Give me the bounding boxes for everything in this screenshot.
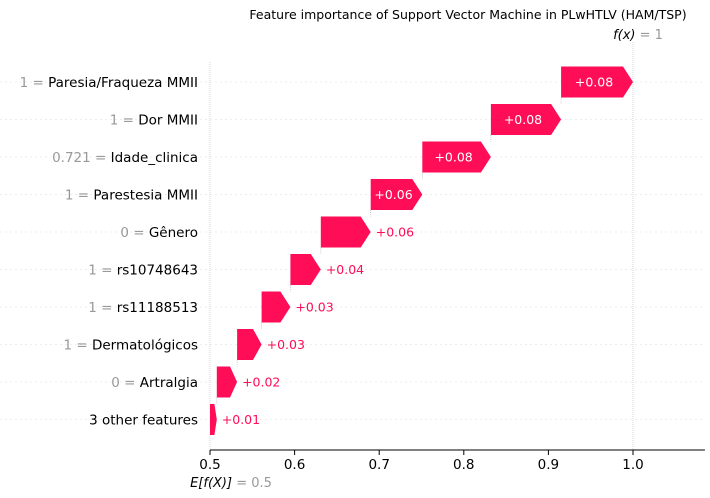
x-axis: 0.5 0.6 0.7 0.8 0.9 1.0 (199, 449, 705, 473)
bar-0 (561, 66, 633, 98)
bar-5 (290, 254, 321, 285)
output-label: f(x) (613, 28, 635, 43)
bar-value-label: +0.01 (222, 412, 260, 427)
bar-4 (320, 216, 371, 248)
feature-name: rs11188513 (117, 300, 198, 316)
x-tick-label: 0.6 (284, 457, 305, 473)
row-gridlines (0, 81, 705, 420)
x-tick-label: 0.5 (199, 457, 220, 473)
bar-8 (216, 366, 238, 398)
feature-label: 1 = rs11188513 (88, 300, 198, 316)
chart-title: Feature importance of Support Vector Mac… (249, 7, 686, 22)
feature-label: 1 = Dermatológicos (63, 338, 198, 354)
bar-6 (261, 291, 291, 323)
reference-lines (209, 42, 634, 450)
feature-name: 3 other features (89, 413, 198, 429)
feature-label: 1 = Parestesia MMII (65, 188, 198, 204)
bar-value-label: +0.08 (504, 112, 542, 127)
bar-value-label: +0.03 (295, 300, 333, 315)
bar-value-label: +0.06 (376, 225, 414, 240)
feature-label: 1 = Dor MMII (110, 113, 198, 129)
feature-label: 0.721 = Idade_clinica (52, 150, 198, 166)
base-label: E[f(X)] (190, 476, 232, 491)
base-value-label: E[f(X)] = 0.5 (190, 476, 272, 491)
bar-7 (237, 329, 262, 360)
bar-value-label: +0.02 (242, 375, 280, 390)
feature-name: Parestesia MMII (93, 188, 198, 204)
feature-name: Paresia/Fraqueza MMII (48, 75, 198, 91)
feature-name: Idade_clinica (111, 150, 198, 166)
output-value: = 1 (635, 28, 662, 43)
feature-label: 0 = Gênero (120, 225, 198, 241)
x-tick-label: 0.8 (453, 457, 474, 473)
x-tick-label: 0.9 (538, 457, 559, 473)
feature-label: 3 other features (89, 413, 198, 429)
feature-label: 1 = Paresia/Fraqueza MMII (20, 75, 198, 91)
feature-value: 1 = (88, 300, 116, 316)
feature-name: Gênero (149, 225, 198, 241)
feature-value: 0 = (120, 225, 148, 241)
bar-value-label: +0.03 (267, 337, 305, 352)
bar-1 (490, 104, 562, 135)
feature-value: 0 = (111, 375, 139, 391)
bar-value-label: +0.06 (374, 187, 412, 202)
x-tick-label: 1.0 (622, 457, 643, 473)
base-value: = 0.5 (232, 476, 272, 491)
feature-value: 1 = (110, 113, 138, 129)
bar-value-label: +0.04 (326, 262, 364, 277)
feature-name: rs10748643 (117, 263, 198, 279)
value-annotations: f(x) = 1 E[f(X)] = 0.5 (190, 28, 663, 491)
feature-name: Artralgia (140, 375, 198, 391)
feature-value: 0.721 = (52, 150, 111, 166)
feature-label: 0 = Artralgia (111, 375, 198, 391)
feature-label: 1 = rs10748643 (88, 263, 198, 279)
feature-name: Dermatológicos (92, 338, 198, 354)
bar-2 (422, 141, 491, 173)
x-tick-label: 0.7 (368, 457, 389, 473)
bar-3 (370, 179, 423, 210)
feature-value: 1 = (63, 338, 91, 354)
feature-name: Dor MMII (138, 113, 198, 129)
bar-value-label: +0.08 (575, 75, 613, 90)
feature-value: 1 = (65, 188, 93, 204)
bar-value-label: +0.08 (434, 150, 472, 165)
bar-9 (210, 404, 217, 435)
feature-value: 1 = (88, 263, 116, 279)
bars: +0.08 +0.08 +0.08 +0.06 +0.06 +0.04 +0.03 +0.03… (210, 66, 633, 435)
output-value-label: f(x) = 1 (613, 28, 663, 43)
feature-value: 1 = (20, 75, 48, 91)
